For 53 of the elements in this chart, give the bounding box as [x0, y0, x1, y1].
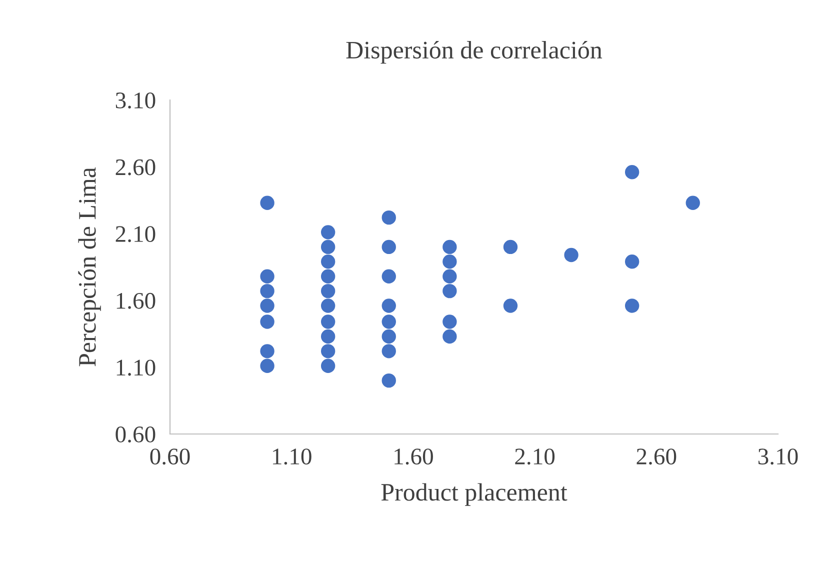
point [260, 344, 274, 358]
point [320, 329, 336, 344]
point [503, 240, 518, 254]
point [442, 329, 457, 344]
y-tick-label: 2.60 [116, 159, 156, 176]
point [260, 314, 274, 329]
x-tick-label: 1.10 [273, 448, 312, 465]
point [624, 165, 640, 180]
point [382, 329, 396, 344]
x-tick-label: 3.10 [758, 448, 798, 465]
point [442, 269, 457, 284]
point [382, 298, 396, 313]
x-tick-label: 1.60 [394, 448, 433, 465]
point [260, 284, 274, 298]
point [624, 254, 640, 269]
point [382, 344, 396, 358]
point [320, 225, 336, 240]
point [382, 240, 396, 254]
point [260, 358, 274, 373]
point [382, 314, 396, 329]
x-axis-title: Product placement [381, 483, 568, 506]
point [320, 240, 336, 254]
x-tick-label: 2.60 [636, 448, 676, 465]
point [260, 196, 274, 210]
point [442, 254, 457, 269]
y-tick-label: 1.10 [116, 360, 156, 376]
point [503, 298, 518, 313]
point [442, 284, 457, 298]
point [320, 358, 336, 373]
point [320, 254, 336, 269]
y-tick-label: 2.10 [116, 226, 156, 242]
chart-title: Dispersión de correlación [346, 40, 602, 64]
point [320, 284, 336, 298]
x-tick-label: 2.10 [515, 448, 555, 465]
point [382, 210, 396, 225]
y-axis-title: Percepción de Lima [78, 167, 101, 366]
x-tick-label: 0.60 [150, 448, 190, 465]
point [382, 269, 396, 284]
y-tick-label: 0.60 [116, 426, 156, 443]
y-tick-label: 3.10 [116, 92, 156, 109]
point [382, 373, 396, 388]
point [686, 196, 700, 210]
point [624, 298, 640, 313]
point [320, 269, 336, 284]
point [320, 314, 336, 329]
point [320, 344, 336, 358]
point [564, 248, 578, 262]
y-tick-label: 1.60 [116, 292, 156, 309]
point [442, 314, 457, 329]
point [320, 298, 336, 313]
point [442, 240, 457, 254]
point [260, 269, 274, 284]
point [260, 298, 274, 313]
